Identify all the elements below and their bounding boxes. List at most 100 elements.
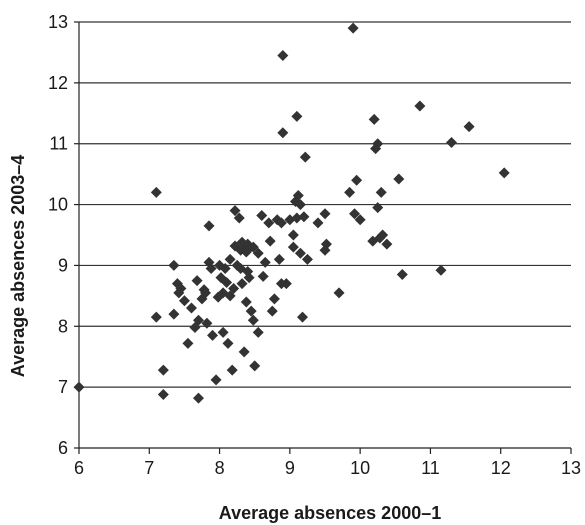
data-point <box>435 264 447 276</box>
data-point <box>277 127 289 139</box>
data-point <box>219 262 231 274</box>
y-tick-label: 9 <box>58 255 68 275</box>
data-point <box>273 253 285 265</box>
data-point <box>264 235 276 247</box>
data-point <box>299 151 311 163</box>
x-tick-label: 8 <box>215 458 225 478</box>
data-point <box>354 214 366 226</box>
data-point <box>294 199 306 211</box>
data-point <box>252 326 264 338</box>
data-point <box>191 275 203 287</box>
data-point <box>205 262 217 274</box>
data-point <box>349 208 361 220</box>
data-point <box>368 113 380 125</box>
data-point <box>217 326 229 338</box>
y-tick-label: 6 <box>58 438 68 458</box>
data-point <box>224 253 236 265</box>
data-point <box>210 374 222 386</box>
x-tick-label: 13 <box>561 458 581 478</box>
data-point <box>375 186 387 198</box>
data-point <box>168 259 180 271</box>
data-point <box>168 308 180 320</box>
x-tick-label: 9 <box>285 458 295 478</box>
data-point <box>182 337 194 349</box>
data-point <box>498 167 510 179</box>
data-point <box>292 189 304 201</box>
data-point <box>178 295 190 307</box>
data-point <box>249 360 261 372</box>
y-tick-label: 8 <box>58 316 68 336</box>
data-point <box>377 229 389 241</box>
data-point <box>157 388 169 400</box>
data-point <box>319 208 331 220</box>
data-point <box>256 210 268 222</box>
data-point <box>203 220 215 232</box>
y-tick-label: 11 <box>49 134 68 154</box>
data-point <box>291 212 303 224</box>
y-tick-label: 13 <box>48 12 68 32</box>
data-point <box>236 278 248 290</box>
data-point <box>233 212 245 224</box>
data-point <box>280 278 292 290</box>
data-point <box>185 302 197 314</box>
data-point <box>226 364 238 376</box>
data-point <box>221 276 233 288</box>
gridlines <box>79 21 571 388</box>
data-point <box>266 305 278 317</box>
data-point <box>245 305 257 317</box>
data-points <box>73 22 510 404</box>
x-tick-label: 7 <box>144 458 154 478</box>
x-tick-label: 12 <box>491 458 511 478</box>
x-tick-label: 11 <box>421 458 440 478</box>
data-point <box>175 283 187 295</box>
data-point <box>259 256 271 268</box>
data-point <box>291 110 303 122</box>
data-point <box>73 381 85 393</box>
data-point <box>252 247 264 259</box>
data-point <box>347 22 359 34</box>
data-point <box>297 311 309 323</box>
data-point <box>268 293 280 305</box>
data-point <box>247 241 259 253</box>
data-point <box>238 346 250 358</box>
y-tick-label: 12 <box>48 73 68 93</box>
data-point <box>247 314 259 326</box>
data-point <box>277 49 289 61</box>
data-point <box>463 121 475 133</box>
data-point <box>207 329 219 341</box>
data-point <box>414 100 426 112</box>
data-point <box>243 272 255 284</box>
y-tick-label: 7 <box>58 377 68 397</box>
data-point <box>396 269 408 281</box>
data-point <box>263 217 275 229</box>
data-point <box>275 217 287 229</box>
x-tick-label: 6 <box>74 458 84 478</box>
x-axis-title: Average absences 2000–1 <box>219 503 442 523</box>
data-point <box>333 287 345 299</box>
data-point <box>157 364 169 376</box>
data-point <box>222 337 234 349</box>
y-axis-title: Average absences 2003–4 <box>8 155 28 378</box>
data-point <box>200 287 212 299</box>
data-point <box>312 217 324 229</box>
data-point <box>229 205 241 217</box>
data-point <box>351 174 363 186</box>
data-point <box>287 241 299 253</box>
data-point <box>201 317 213 329</box>
data-point <box>240 296 252 308</box>
y-tick-label: 10 <box>48 195 68 215</box>
data-point <box>372 202 384 214</box>
data-point <box>150 311 162 323</box>
data-point <box>257 270 269 282</box>
data-point <box>344 186 356 198</box>
data-point <box>192 392 204 404</box>
data-point <box>301 253 313 265</box>
data-point <box>446 136 458 148</box>
data-point <box>298 211 310 223</box>
data-point <box>294 247 306 259</box>
data-point <box>320 238 332 250</box>
data-point <box>393 173 405 185</box>
x-tick-label: 10 <box>350 458 370 478</box>
